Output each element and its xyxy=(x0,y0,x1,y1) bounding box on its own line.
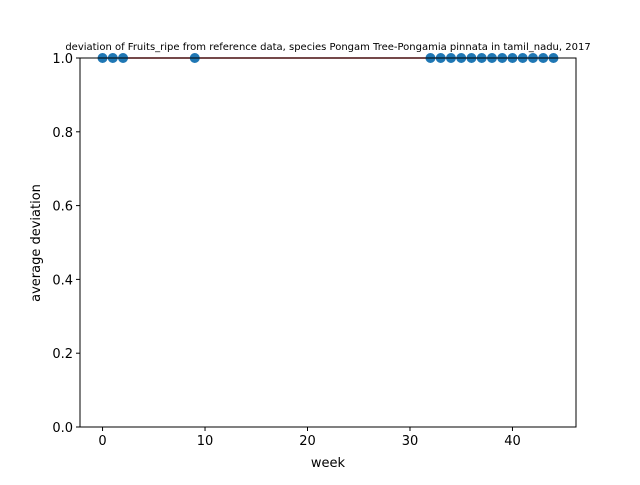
axes: 0 10 20 30 40 0.0 0.2 0.4 0.6 0.8 1.0 xyxy=(52,52,577,449)
y-axis-label: average deviation xyxy=(29,184,44,302)
x-tick-label: 30 xyxy=(402,434,419,449)
x-tick-label: 40 xyxy=(504,434,521,449)
y-tick-label: 0.8 xyxy=(52,126,73,141)
y-tick-label: 0.0 xyxy=(52,421,73,436)
y-tick-label: 0.2 xyxy=(52,347,73,362)
y-tick-label: 0.4 xyxy=(52,273,73,288)
y-tick-label: 1.0 xyxy=(52,52,73,67)
x-tick-label: 20 xyxy=(299,434,316,449)
x-tick-label: 0 xyxy=(98,434,106,449)
y-tick-label: 0.6 xyxy=(52,200,73,215)
chart-title: deviation of Fruits_ripe from reference … xyxy=(65,42,590,53)
x-tick-label: 10 xyxy=(197,434,214,449)
plot-frame xyxy=(79,57,577,428)
x-axis-label: week xyxy=(311,456,346,471)
